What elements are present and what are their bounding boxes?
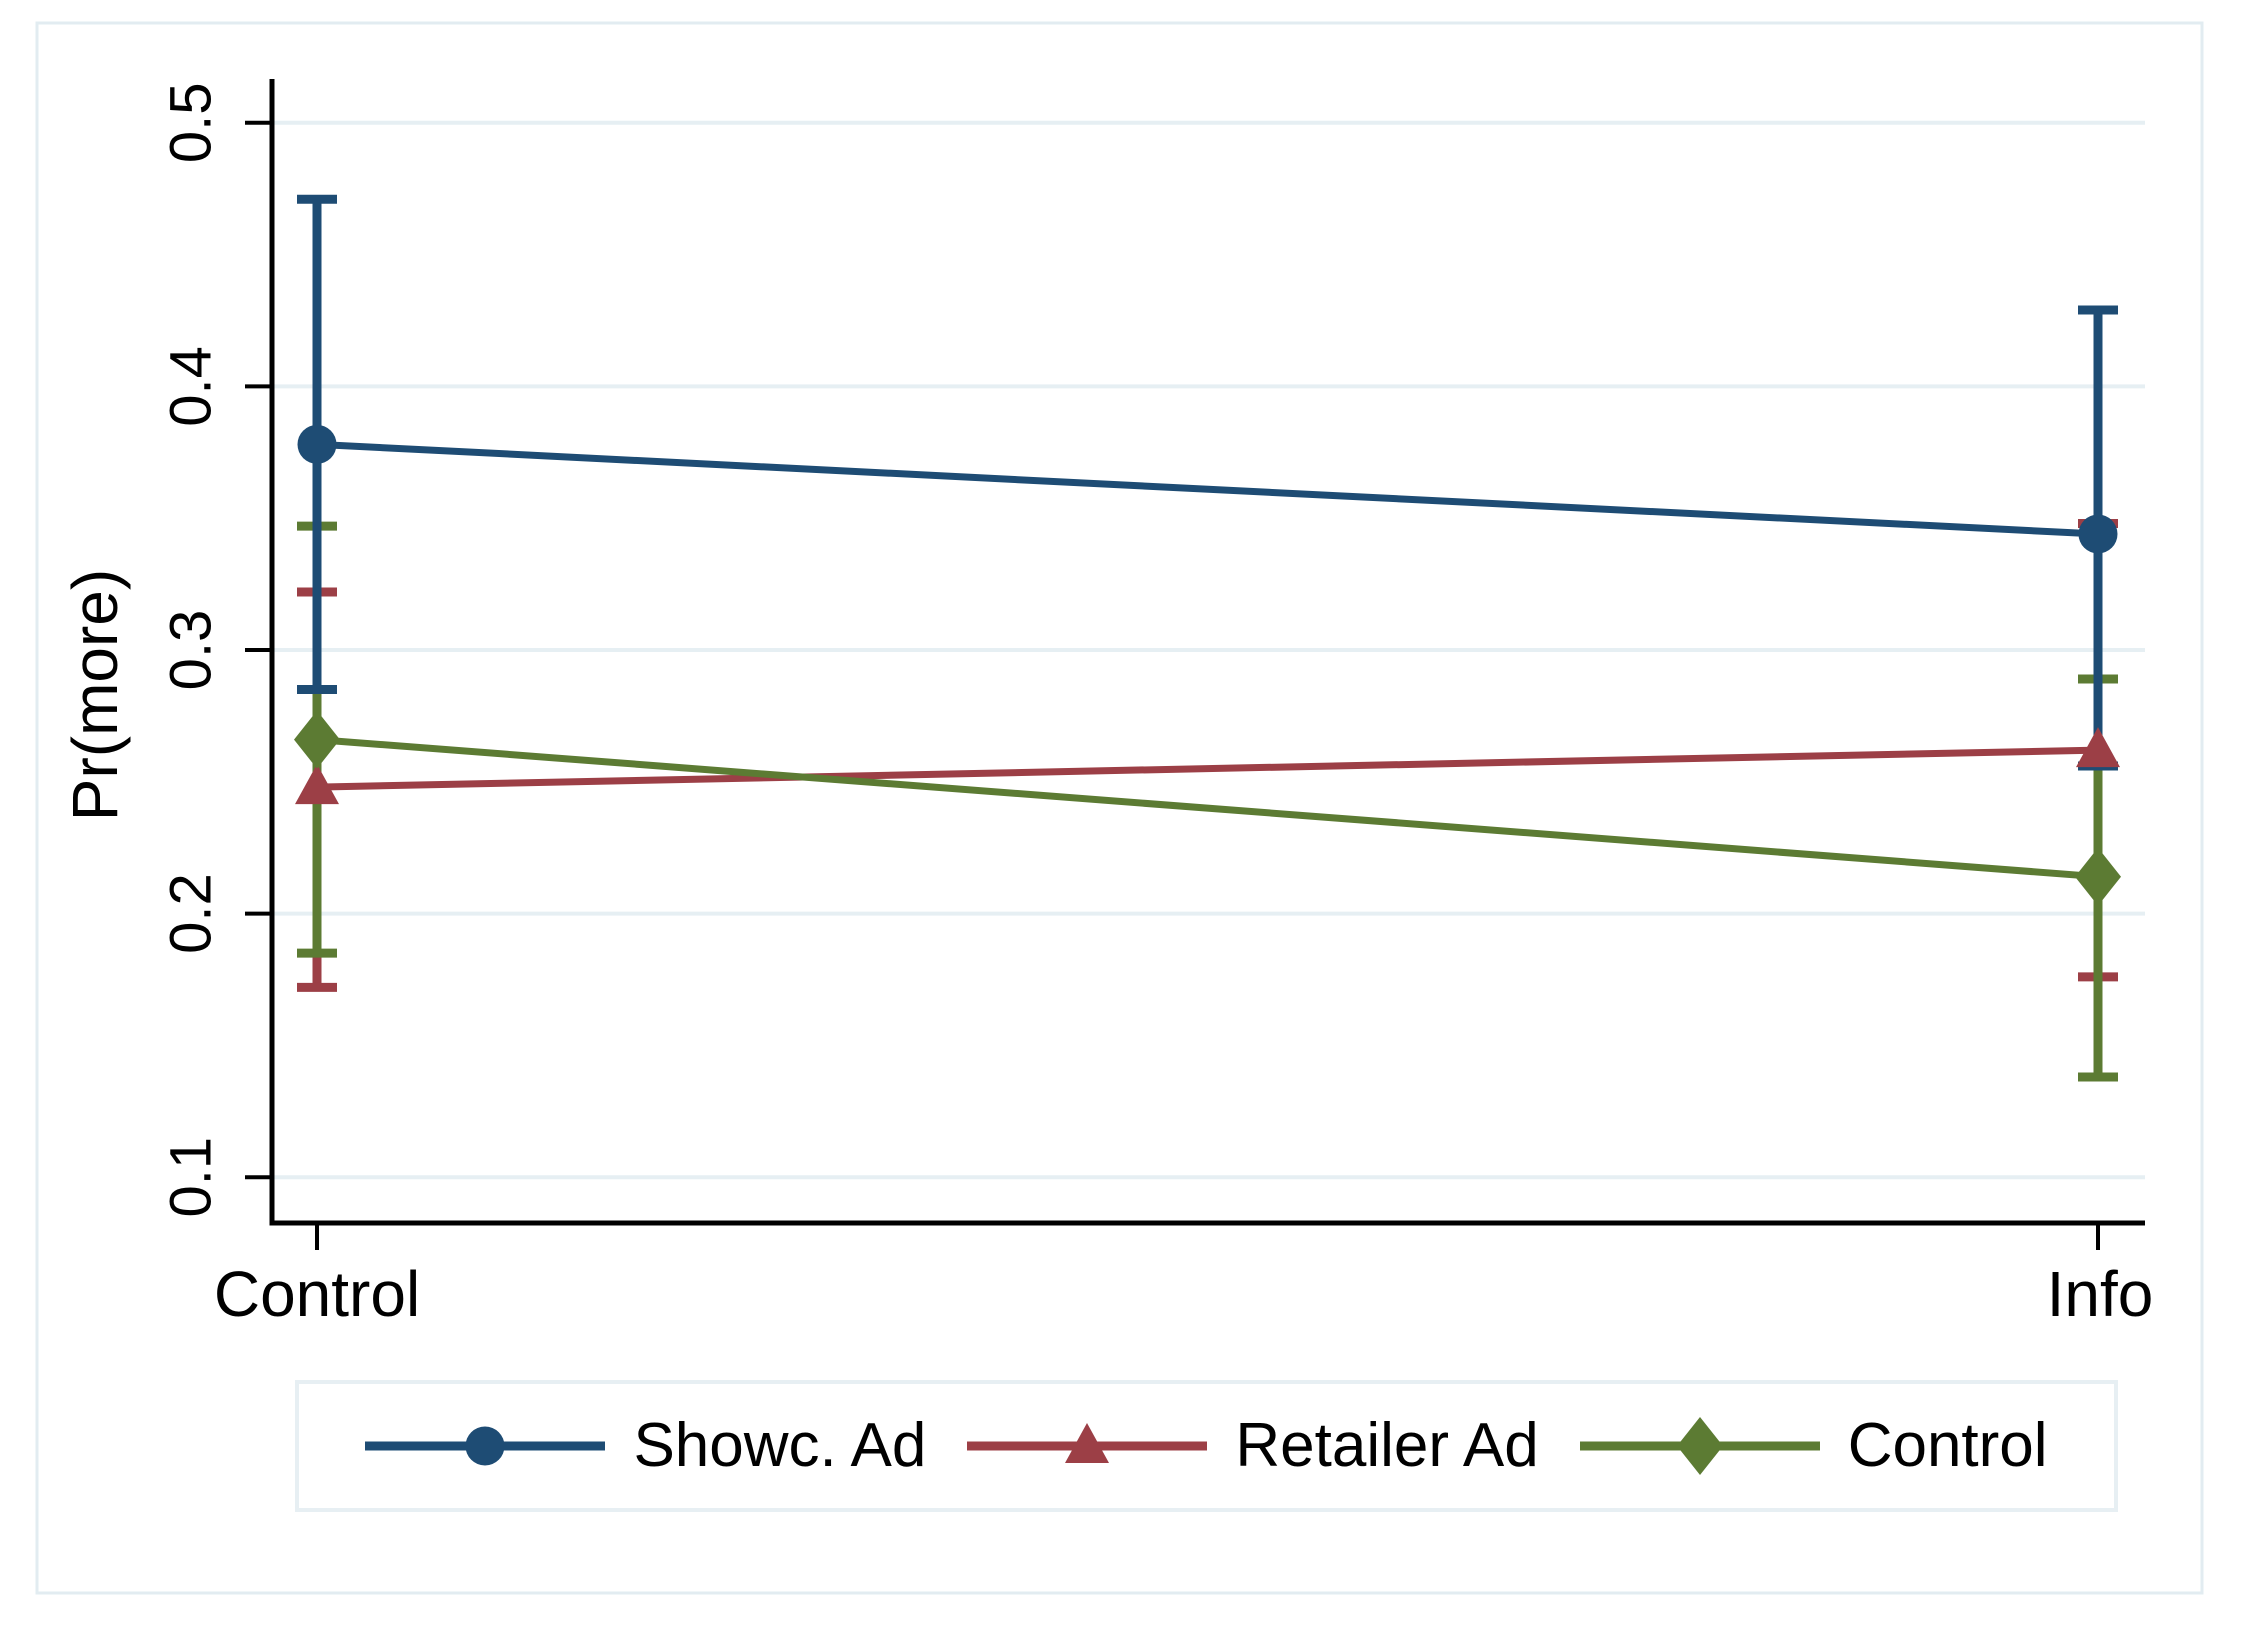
marker-triangle-retailer-ad: [2076, 727, 2120, 768]
legend-label: Retailer Ad: [1235, 1411, 1539, 1480]
legend-label: Showc. Ad: [633, 1411, 927, 1480]
legend-marker-triangle: [1065, 1423, 1110, 1463]
trend-line-control: [316, 736, 2099, 881]
legend-item-showc-ad: Showc. Ad: [365, 1414, 926, 1478]
legend: Showc. Ad Retailer Ad Control: [295, 1380, 2118, 1512]
legend-sample-triangle-icon: [967, 1423, 1208, 1463]
legend-label: Control: [1847, 1411, 2048, 1480]
data-series: [294, 194, 2121, 1082]
legend-item-retailer-ad: Retailer Ad: [967, 1411, 1539, 1480]
y-tick-label-0_4: 0.4: [158, 346, 223, 427]
legend-marker-diamond: [1676, 1417, 1723, 1475]
trend-line-showc-ad: [316, 440, 2099, 538]
axis-ticks: [245, 120, 2100, 1250]
trend-line-retailer-ad: [316, 746, 2099, 791]
figure-border: [35, 21, 2204, 1595]
marker-diamond-control: [2075, 847, 2121, 906]
y-tick-label-0_2: 0.2: [158, 873, 223, 954]
y-axis-title: Pr(more): [59, 569, 131, 821]
gridlines: [274, 120, 2145, 1180]
marker-triangle-retailer-ad: [295, 764, 339, 805]
marker-circle-showc-ad: [2078, 514, 2118, 554]
marker-circle-showc-ad: [297, 424, 337, 464]
legend-marker-circle: [465, 1426, 505, 1466]
legend-sample-circle-icon: [365, 1426, 606, 1466]
legend-sample-diamond-icon: [1579, 1417, 1820, 1475]
x-tick-label-control: Control: [214, 1258, 420, 1330]
y-tick-label-0_1: 0.1: [158, 1137, 223, 1218]
y-tick-label-0_3: 0.3: [158, 610, 223, 691]
x-tick-label-info: Info: [2047, 1258, 2154, 1330]
legend-item-control: Control: [1579, 1411, 2048, 1480]
y-tick-label-0_5: 0.5: [158, 82, 223, 163]
marker-diamond-control: [294, 710, 340, 769]
